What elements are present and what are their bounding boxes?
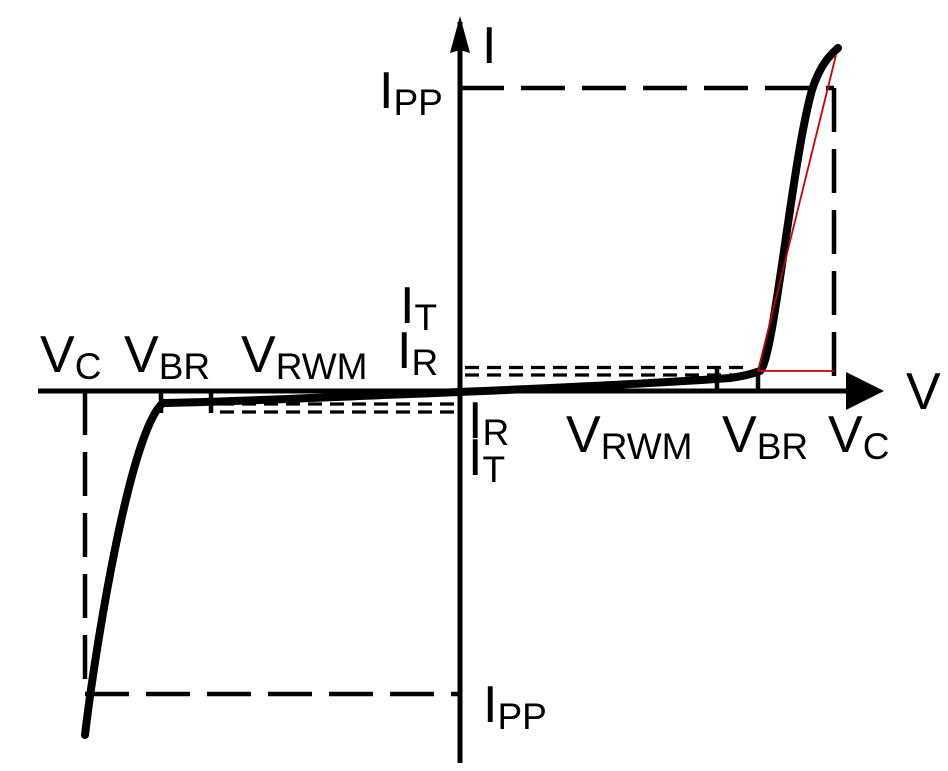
svg-text:I: I (482, 17, 496, 75)
svg-text:V: V (906, 363, 941, 421)
